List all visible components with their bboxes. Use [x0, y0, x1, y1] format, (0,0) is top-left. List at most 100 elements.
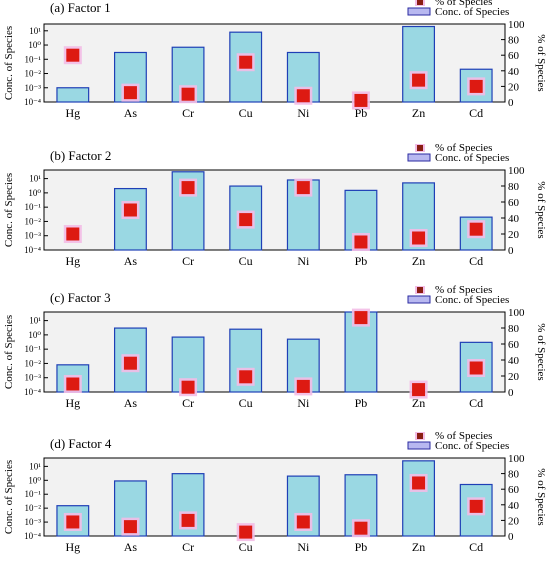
y-axis-label: Conc. of Species [3, 173, 15, 247]
y2-tick-label: 100 [508, 307, 525, 319]
legend-marker-swatch [417, 287, 423, 293]
y2-tick-label: 20 [508, 371, 520, 383]
y2-axis-label: % of Species [535, 323, 547, 380]
legend-label-percent: % of Species [435, 0, 492, 8]
category-label: As [124, 540, 138, 554]
y2-tick-label: 20 [508, 229, 520, 241]
chart-panel-2: (b) Factor 2 10⁻⁴ 10⁻³ 10⁻² 10⁻¹ 10⁰ 10¹ 0 20 40 6… [3, 142, 547, 268]
marker-cr [181, 380, 195, 394]
category-label: As [124, 396, 138, 410]
category-label: Hg [65, 540, 80, 554]
legend-bar-swatch [407, 441, 431, 450]
chart-title: (a) Factor 1 [50, 0, 111, 15]
marker-cd [469, 499, 483, 513]
category-label: Cd [469, 254, 483, 268]
legend-label-conc: Conc. of Species [435, 440, 509, 452]
category-label: Cu [239, 106, 253, 120]
category-label: As [124, 106, 138, 120]
marker-as [123, 520, 137, 534]
y2-axis-label: % of Species [535, 181, 547, 238]
category-label: Pb [355, 106, 368, 120]
y-tick-label: 10⁻² [25, 503, 42, 513]
category-label: Zn [412, 106, 425, 120]
plot-area [43, 169, 506, 251]
marker-cd [469, 361, 483, 375]
marker-zn [412, 476, 426, 490]
y2-tick-label: 80 [508, 181, 520, 193]
marker-zn [412, 231, 426, 245]
y-tick-label: 10⁻¹ [25, 202, 42, 212]
y2-tick-label: 80 [508, 323, 520, 335]
bar-zn [402, 460, 436, 537]
y-tick-label: 10⁰ [28, 330, 41, 340]
marker-hg [66, 48, 80, 62]
marker-hg [66, 377, 80, 391]
legend-label-conc: Conc. of Species [435, 6, 509, 18]
y-tick-label: 10⁰ [28, 40, 41, 50]
category-label: Hg [65, 396, 80, 410]
y-tick-label: 10⁻⁴ [24, 97, 41, 107]
y-tick-label: 10¹ [29, 26, 41, 36]
y-tick-label: 10⁻³ [25, 373, 42, 383]
y2-tick-label: 80 [508, 469, 520, 481]
y-tick-label: 10¹ [29, 461, 41, 471]
legend-bar-swatch [407, 153, 431, 162]
y-tick-label: 10⁻² [25, 216, 42, 226]
y2-tick-label: 20 [508, 81, 520, 93]
y2-tick-label: 40 [508, 213, 520, 225]
category-label: Zn [412, 254, 425, 268]
marker-cd [469, 222, 483, 236]
marker-ni [296, 181, 310, 195]
y2-tick-label: 40 [508, 66, 520, 78]
y2-tick-label: 0 [508, 531, 514, 543]
y-tick-label: 10⁻³ [25, 517, 42, 527]
legend-label-percent: % of Species [435, 430, 492, 442]
marker-zn [412, 383, 426, 397]
category-label: Cu [239, 540, 253, 554]
category-label: Cr [182, 254, 194, 268]
y-axis-label: Conc. of Species [3, 26, 15, 100]
category-label: Hg [65, 106, 80, 120]
category-label: Cu [239, 396, 253, 410]
marker-as [123, 356, 137, 370]
category-label: Cr [182, 540, 194, 554]
marker-cu [239, 213, 253, 227]
marker-cu [239, 525, 253, 539]
marker-cr [181, 513, 195, 527]
category-label: Cr [182, 106, 194, 120]
category-label: Ni [297, 540, 310, 554]
category-label: Cd [469, 396, 483, 410]
category-label: Cr [182, 396, 194, 410]
legend-label-conc: Conc. of Species [435, 152, 509, 164]
y-tick-label: 10⁻³ [25, 83, 42, 93]
category-label: Zn [412, 396, 425, 410]
marker-ni [296, 515, 310, 529]
y2-axis-label: % of Species [535, 34, 547, 91]
category-label: Hg [65, 254, 80, 268]
marker-cd [469, 79, 483, 93]
y-axis-label: Conc. of Species [3, 460, 15, 534]
category-label: Pb [355, 254, 368, 268]
y2-tick-label: 20 [508, 515, 520, 527]
marker-hg [66, 515, 80, 529]
y2-tick-label: 0 [508, 245, 514, 257]
marker-pb [354, 93, 368, 107]
marker-ni [296, 379, 310, 393]
marker-cu [239, 55, 253, 69]
y2-tick-label: 40 [508, 355, 520, 367]
chart-title: (d) Factor 4 [50, 436, 112, 451]
y2-axis-label: % of Species [535, 468, 547, 525]
legend-marker-swatch [417, 433, 423, 439]
legend-marker-swatch [417, 145, 423, 151]
legend-marker-swatch [417, 0, 423, 5]
y-tick-label: 10⁻¹ [25, 489, 42, 499]
y2-tick-label: 100 [508, 165, 525, 177]
y-tick-label: 10⁻¹ [25, 54, 42, 64]
category-label: Pb [355, 540, 368, 554]
y-axis-label: Conc. of Species [3, 315, 15, 389]
category-label: Ni [297, 254, 310, 268]
marker-cr [181, 181, 195, 195]
chart-panel-1: (a) Factor 1 10⁻⁴ 10⁻³ 10⁻² 10⁻¹ 10⁰ 10¹ 0 20 40 6… [3, 0, 547, 120]
chart-title: (c) Factor 3 [50, 290, 111, 305]
